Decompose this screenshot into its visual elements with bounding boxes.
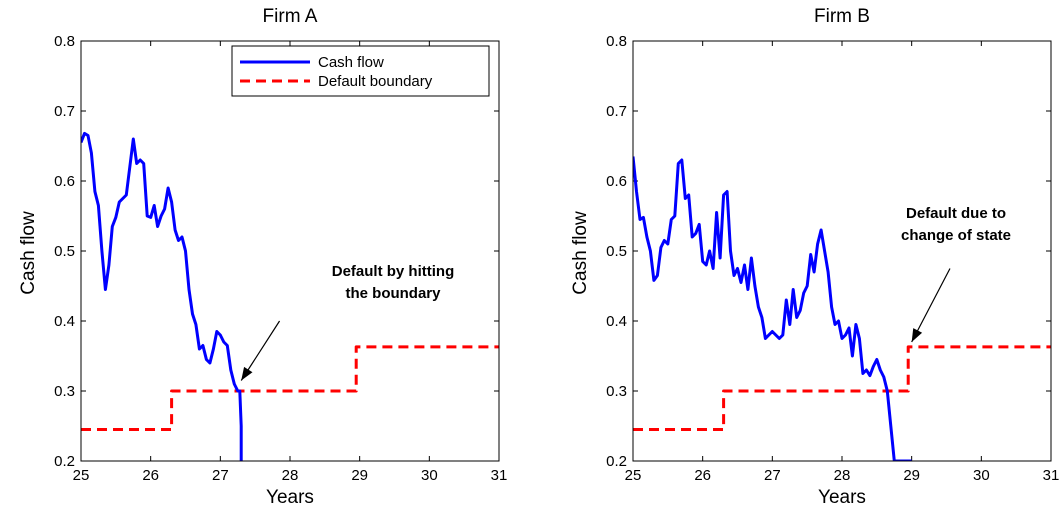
annotation-line-1: Default by hitting — [332, 263, 455, 280]
y-tick-label: 0.5 — [606, 243, 627, 260]
y-tick-label: 0.7 — [606, 103, 627, 120]
x-axis-label: Years — [818, 487, 866, 508]
axis-ticks: 25 26 27 28 29 30 31 0.2 0.3 0.4 0.5 0.6 0.7 0.8 — [54, 33, 507, 484]
x-tick-label: 25 — [73, 467, 90, 484]
y-tick-label: 0.5 — [54, 243, 75, 260]
y-tick-label: 0.4 — [606, 313, 627, 330]
chart-title: Firm A — [263, 6, 318, 27]
x-tick-label: 31 — [1043, 467, 1060, 484]
x-tick-label: 30 — [973, 467, 990, 484]
x-tick-label: 31 — [491, 467, 508, 484]
x-tick-label: 28 — [282, 467, 299, 484]
y-tick-label: 0.2 — [54, 453, 75, 470]
x-tick-label: 25 — [625, 467, 642, 484]
annotation-line-1: Default due to — [906, 205, 1006, 222]
series-default-boundary — [633, 345, 1051, 431]
chart-title: Firm B — [814, 6, 870, 27]
annotation: Default due to change of state — [901, 205, 1011, 343]
y-tick-label: 0.3 — [606, 383, 627, 400]
legend: Cash flow Default boundary — [231, 45, 490, 97]
x-tick-label: 29 — [903, 467, 920, 484]
legend-label-cash-flow: Cash flow — [318, 54, 384, 71]
y-tick-label: 0.2 — [606, 453, 627, 470]
x-axis-label: Years — [266, 487, 314, 508]
plot-series — [81, 131, 499, 461]
y-tick-label: 0.6 — [54, 173, 75, 190]
chart-firm-b: Firm B Cash flow Years 25 26 27 28 29 30 31 0.2… — [570, 6, 1059, 508]
x-tick-label: 29 — [351, 467, 368, 484]
series-default-boundary — [81, 345, 499, 431]
x-tick-label: 26 — [694, 467, 711, 484]
plot-frame — [80, 40, 500, 462]
y-tick-label: 0.8 — [606, 33, 627, 50]
x-tick-label: 27 — [212, 467, 229, 484]
legend-box — [231, 45, 490, 97]
annotation-arrow-head — [911, 328, 923, 342]
x-tick-label: 28 — [834, 467, 851, 484]
y-tick-label: 0.6 — [606, 173, 627, 190]
y-axis-label: Cash flow — [570, 211, 591, 295]
y-tick-label: 0.3 — [54, 383, 75, 400]
series-cash-flow — [633, 156, 912, 461]
y-axis-label: Cash flow — [18, 211, 39, 295]
series-cash-flow — [81, 131, 243, 461]
annotation-line-2: the boundary — [345, 285, 441, 302]
x-tick-label: 26 — [142, 467, 159, 484]
plot-series — [633, 156, 1051, 461]
annotation-arrow-line — [911, 268, 951, 343]
x-tick-label: 27 — [764, 467, 781, 484]
annotation-line-2: change of state — [901, 227, 1011, 244]
plot-frame — [632, 40, 1052, 462]
y-tick-label: 0.4 — [54, 313, 75, 330]
legend-label-default-boundary: Default boundary — [318, 73, 433, 90]
x-tick-label: 30 — [421, 467, 438, 484]
axis-ticks: 25 26 27 28 29 30 31 0.2 0.3 0.4 0.5 0.6 0.7 0.8 — [606, 33, 1059, 484]
chart-firm-a: Firm A Cash flow Years 25 26 27 28 29 30 31 0.2… — [18, 6, 507, 508]
y-tick-label: 0.7 — [54, 103, 75, 120]
annotation-arrow-head — [241, 366, 253, 381]
annotation: Default by hitting the boundary — [240, 263, 455, 381]
y-tick-label: 0.8 — [54, 33, 75, 50]
